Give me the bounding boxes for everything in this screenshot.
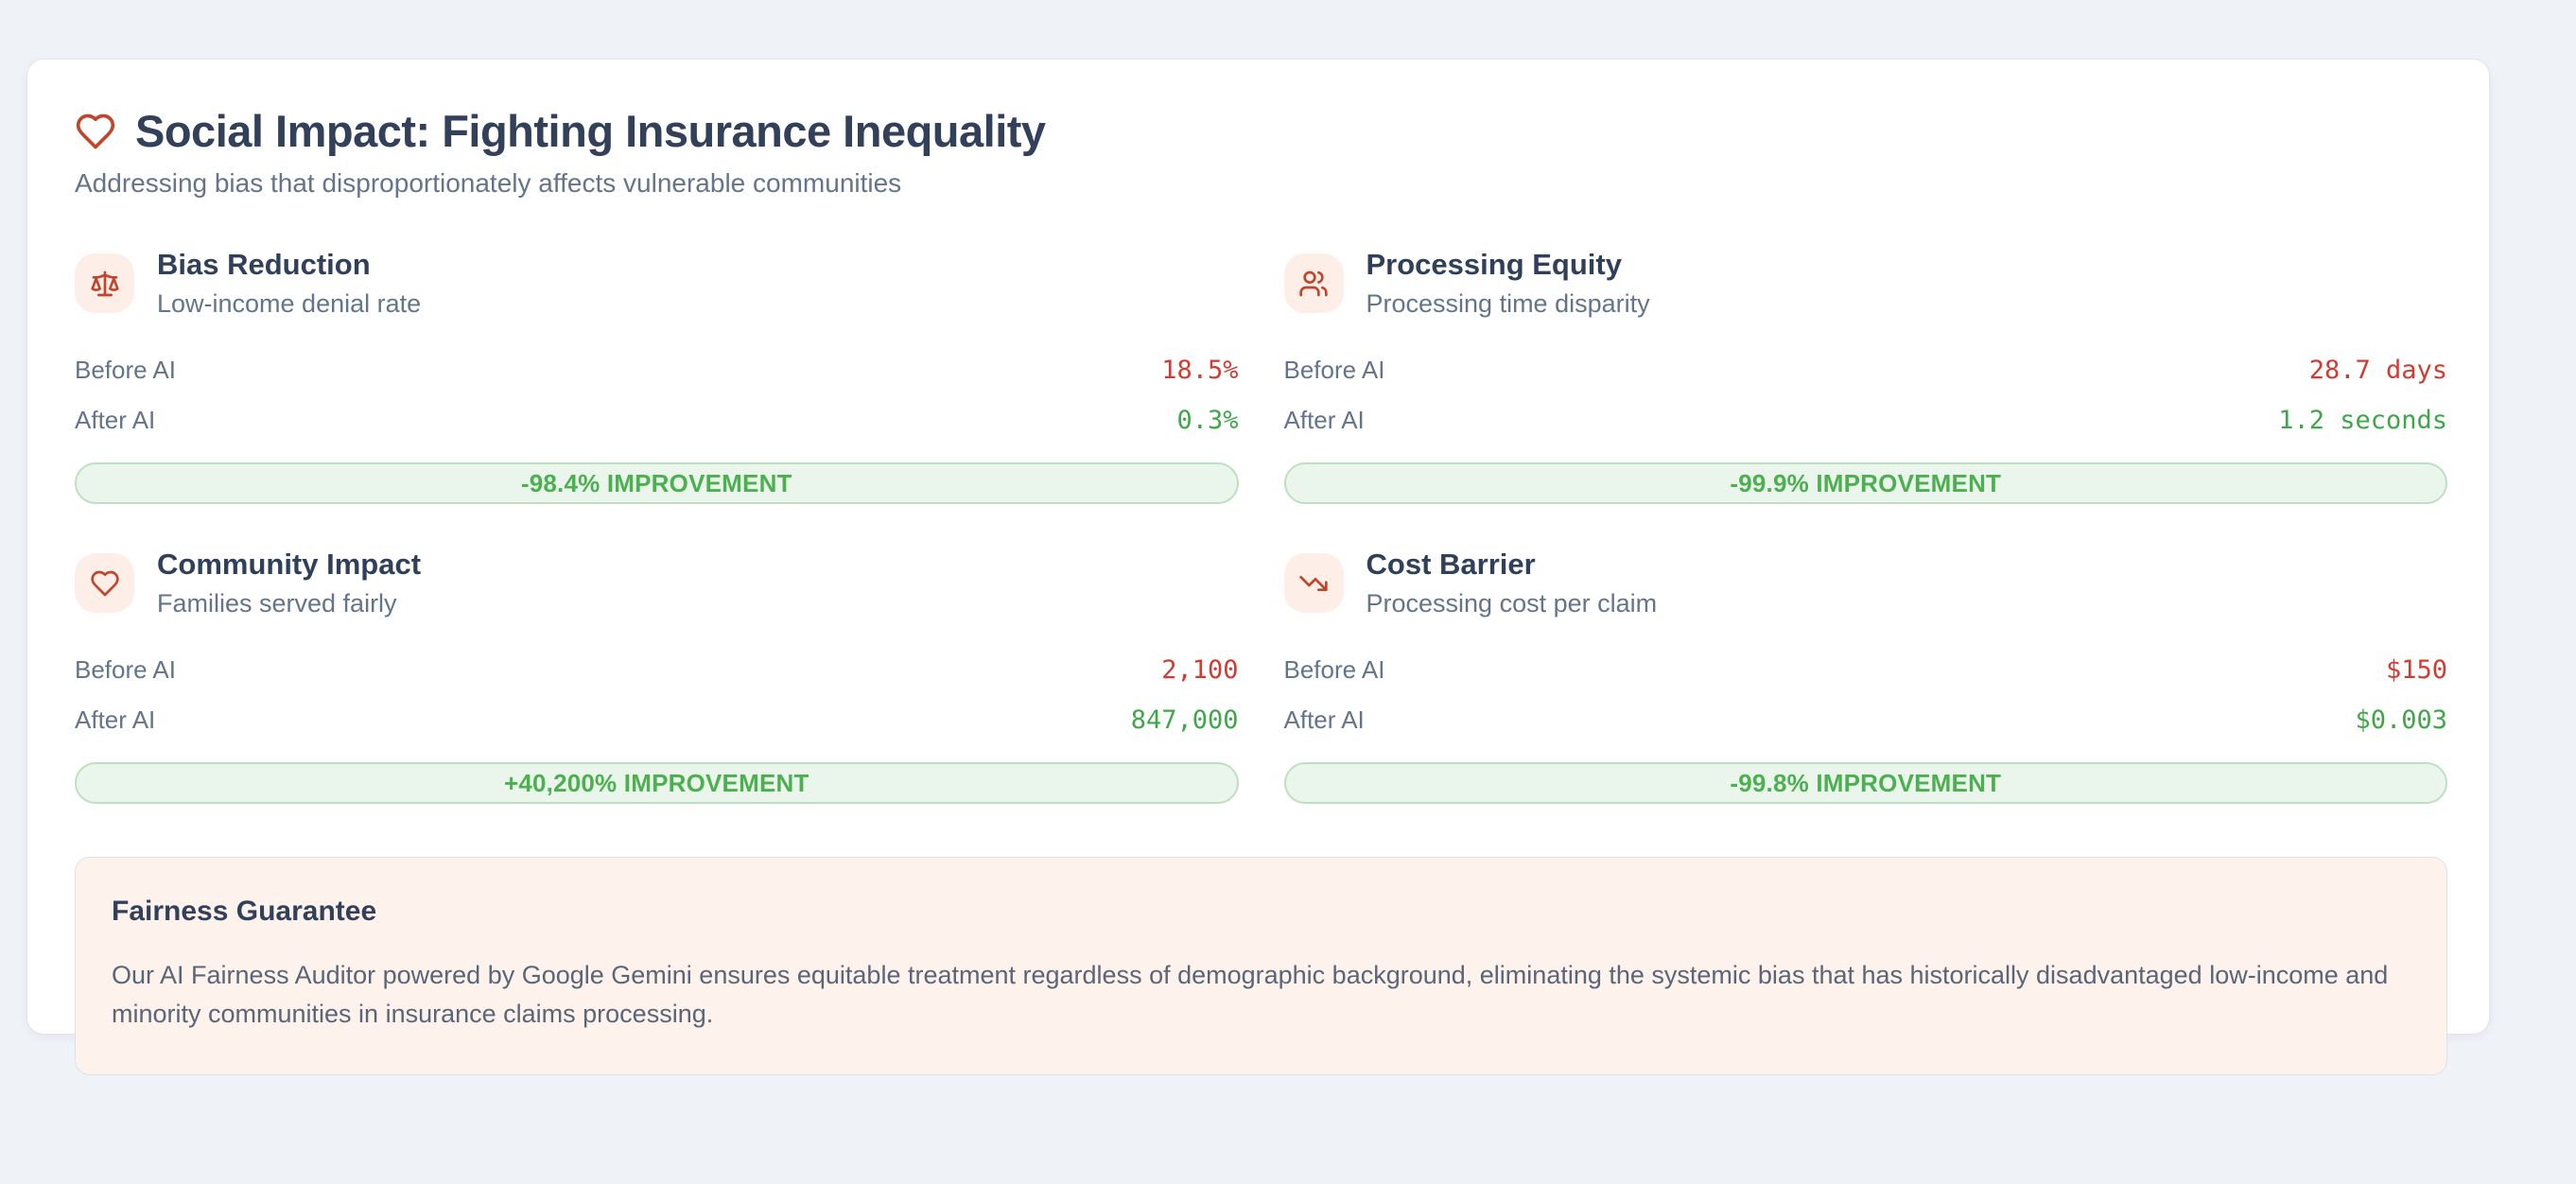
improvement-badge: +40,200% IMPROVEMENT bbox=[75, 762, 1239, 804]
before-label: Before AI bbox=[75, 356, 176, 384]
before-value: $150 bbox=[2385, 655, 2447, 685]
social-impact-card: Social Impact: Fighting Insurance Inequa… bbox=[26, 59, 2490, 1075]
icon-tile bbox=[75, 553, 134, 613]
trending-down-icon bbox=[1298, 568, 1329, 599]
metric-community-impact: Community Impact Families served fairly … bbox=[75, 548, 1239, 804]
page-header: Social Impact: Fighting Insurance Inequa… bbox=[75, 105, 2447, 157]
heart-icon bbox=[90, 568, 120, 599]
before-label: Before AI bbox=[1283, 655, 1385, 684]
metric-header: Processing Equity Processing time dispar… bbox=[1283, 248, 2448, 319]
before-row: Before AI $150 bbox=[1284, 645, 2448, 695]
after-label: After AI bbox=[75, 705, 156, 734]
metric-header: Bias Reduction Low-income denial rate bbox=[75, 248, 1239, 319]
metric-rows: Before AI $150 After AI $0.003 bbox=[1284, 645, 2448, 745]
improvement-badge: -99.8% IMPROVEMENT bbox=[1283, 762, 2447, 804]
fairness-body: Our AI Fairness Auditor powered by Googl… bbox=[112, 961, 2389, 1028]
icon-tile bbox=[75, 253, 134, 313]
icon-tile bbox=[1283, 553, 1344, 613]
after-value: 0.3% bbox=[1176, 406, 1239, 435]
page-title: Social Impact: Fighting Insurance Inequa… bbox=[135, 106, 1046, 156]
after-row: After AI $0.003 bbox=[1284, 695, 2448, 745]
before-label: Before AI bbox=[75, 655, 176, 684]
after-label: After AI bbox=[75, 406, 156, 434]
metric-description: Low-income denial rate bbox=[157, 289, 422, 318]
metric-description: Processing cost per claim bbox=[1366, 589, 1658, 618]
before-row: Before AI 28.7 days bbox=[1284, 345, 2448, 395]
after-value: 847,000 bbox=[1130, 705, 1239, 735]
metric-header: Community Impact Families served fairly bbox=[75, 548, 1239, 618]
fairness-heading: Fairness Guarantee bbox=[112, 896, 377, 927]
metric-header-text: Cost Barrier Processing cost per claim bbox=[1366, 548, 1658, 618]
users-icon bbox=[1298, 269, 1329, 299]
metric-rows: Before AI 28.7 days After AI 1.2 seconds bbox=[1284, 345, 2448, 445]
metric-cost-barrier: Cost Barrier Processing cost per claim B… bbox=[1283, 548, 2448, 804]
metric-rows: Before AI 18.5% After AI 0.3% bbox=[75, 345, 1239, 445]
metric-description: Processing time disparity bbox=[1366, 289, 1650, 318]
metric-header-text: Bias Reduction Low-income denial rate bbox=[157, 248, 421, 319]
after-value: 1.2 seconds bbox=[2278, 406, 2447, 435]
heart-icon bbox=[75, 111, 116, 152]
metric-name: Processing Equity bbox=[1366, 248, 1622, 281]
improvement-badge: -98.4% IMPROVEMENT bbox=[75, 462, 1239, 504]
scales-icon bbox=[90, 269, 120, 299]
metric-name: Cost Barrier bbox=[1366, 548, 1536, 581]
metric-header-text: Processing Equity Processing time dispar… bbox=[1366, 248, 1650, 319]
after-row: After AI 0.3% bbox=[75, 395, 1239, 445]
icon-tile bbox=[1283, 253, 1344, 313]
fairness-guarantee-box: Fairness Guarantee Our AI Fairness Audit… bbox=[75, 857, 2447, 1075]
after-value: $0.003 bbox=[2355, 705, 2447, 735]
metric-header: Cost Barrier Processing cost per claim bbox=[1283, 548, 2448, 618]
metric-rows: Before AI 2,100 After AI 847,000 bbox=[75, 645, 1239, 745]
metric-processing-equity: Processing Equity Processing time dispar… bbox=[1283, 248, 2448, 504]
metric-name: Community Impact bbox=[157, 548, 422, 581]
before-value: 2,100 bbox=[1161, 655, 1239, 685]
before-label: Before AI bbox=[1283, 356, 1385, 384]
before-row: Before AI 18.5% bbox=[75, 345, 1239, 395]
after-label: After AI bbox=[1283, 406, 1365, 434]
before-value: 28.7 days bbox=[2308, 356, 2447, 385]
after-label: After AI bbox=[1283, 705, 1365, 734]
after-row: After AI 847,000 bbox=[75, 695, 1239, 745]
page-subtitle: Addressing bias that disproportionately … bbox=[75, 168, 902, 198]
after-row: After AI 1.2 seconds bbox=[1284, 395, 2448, 445]
metrics-grid: Bias Reduction Low-income denial rate Be… bbox=[75, 248, 2447, 804]
metric-header-text: Community Impact Families served fairly bbox=[157, 548, 421, 618]
metric-description: Families served fairly bbox=[157, 589, 397, 618]
improvement-badge: -99.9% IMPROVEMENT bbox=[1283, 462, 2447, 504]
metric-name: Bias Reduction bbox=[157, 248, 371, 281]
metric-bias-reduction: Bias Reduction Low-income denial rate Be… bbox=[75, 248, 1239, 504]
before-value: 18.5% bbox=[1161, 356, 1239, 385]
before-row: Before AI 2,100 bbox=[75, 645, 1239, 695]
